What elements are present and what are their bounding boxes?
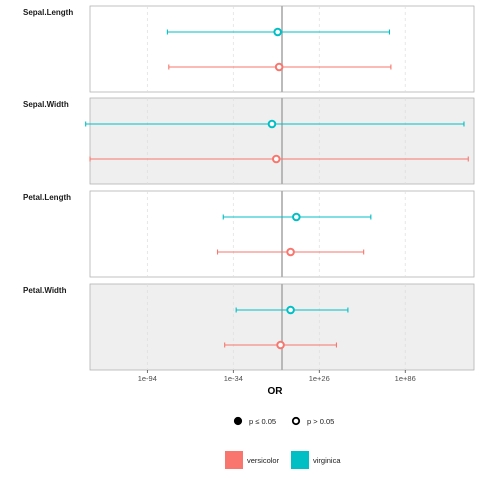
point-estimate [267, 119, 277, 129]
facet-label: Petal.Length [23, 193, 71, 202]
x-tick-label: 1e+86 [395, 374, 416, 383]
facet-label: Sepal.Length [23, 8, 73, 17]
legend-colour-label: virginica [313, 456, 341, 465]
legend-swatch-virginica [291, 451, 309, 469]
legend-shape-label: p ≤ 0.05 [249, 417, 276, 426]
point-estimate [273, 27, 283, 37]
point-estimate [274, 62, 284, 72]
point-estimate [276, 340, 285, 350]
point-estimate [292, 212, 301, 222]
point-estimate [271, 154, 281, 164]
x-tick-label: 1e+26 [309, 374, 330, 383]
x-tick-label: 1e-34 [224, 374, 243, 383]
x-tick-label: 1e-94 [138, 374, 157, 383]
facet-label: Sepal.Width [23, 100, 69, 109]
point-estimate [286, 247, 295, 257]
x-axis-title: OR [268, 386, 284, 397]
legend-swatch-versicolor [225, 451, 243, 469]
facet-label: Petal.Width [23, 286, 67, 295]
legend-shape-label: p > 0.05 [307, 417, 334, 426]
legend-open-circle [291, 416, 301, 426]
point-estimate [286, 305, 295, 315]
legend-filled-circle [233, 416, 243, 426]
legend-colour-label: versicolor [247, 456, 280, 465]
